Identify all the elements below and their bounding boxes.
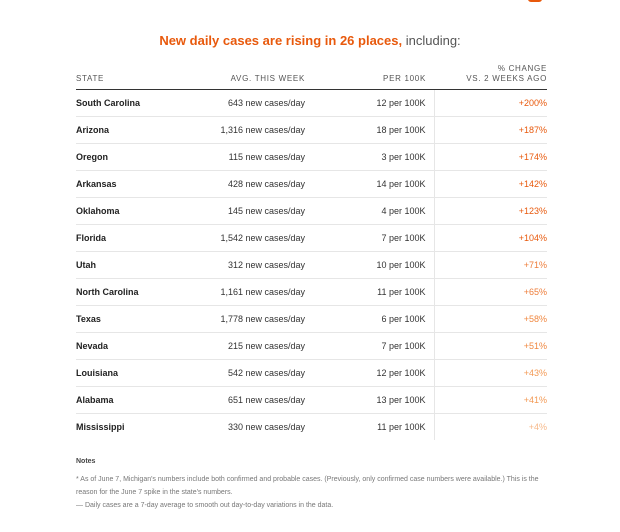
state-cell: Oregon bbox=[76, 143, 198, 171]
per-100k-cell: 18 per 100K bbox=[305, 116, 434, 144]
change-cell: +51% bbox=[433, 332, 547, 360]
change-cell: +200% bbox=[433, 89, 547, 117]
table-row: Arizona 1,316 new cases/day 18 per 100K +18… bbox=[76, 116, 547, 144]
state-cell: Alabama bbox=[76, 386, 198, 414]
header-change-line2: VS. 2 WEEKS AGO bbox=[466, 74, 547, 83]
table-row: Nevada 215 new cases/day 7 per 100K +51% bbox=[76, 332, 547, 360]
table-row: Oregon 115 new cases/day 3 per 100K +174% bbox=[76, 143, 547, 171]
note-michigan: * As of June 7, Michigan's numbers inclu… bbox=[76, 476, 539, 496]
state-cell: Mississippi bbox=[76, 422, 125, 432]
header-per-100k: PER 100K bbox=[305, 62, 434, 90]
table-row: Texas 1,778 new cases/day 6 per 100K +58% bbox=[76, 305, 547, 333]
per-100k-cell: 12 per 100K bbox=[305, 89, 434, 117]
per-100k-cell: 13 per 100K bbox=[305, 386, 434, 414]
avg-cell: 312 new cases/day bbox=[198, 251, 305, 279]
state-cell: Oklahoma bbox=[76, 197, 198, 225]
table-row: North Carolina 1,161 new cases/day 11 per … bbox=[76, 278, 547, 306]
per-100k-cell: 6 per 100K bbox=[305, 305, 434, 333]
per-100k-cell: 7 per 100K bbox=[305, 224, 434, 252]
change-cell: +41% bbox=[433, 386, 547, 414]
top-accent-mark bbox=[528, 0, 542, 2]
table-headline: New daily cases are rising in 26 places,… bbox=[0, 33, 620, 49]
per-100k-cell: 11 per 100K bbox=[305, 278, 434, 306]
change-cell: +71% bbox=[433, 251, 547, 279]
per-100k-cell: 4 per 100K bbox=[305, 197, 434, 225]
avg-cell: 643 new cases/day bbox=[198, 89, 305, 117]
avg-cell: 145 new cases/day bbox=[198, 197, 305, 225]
avg-cell: 1,778 new cases/day bbox=[198, 305, 305, 333]
table-row: Utah 312 new cases/day 10 per 100K +71% bbox=[76, 251, 547, 279]
state-cell: Arkansas bbox=[76, 170, 198, 198]
change-cell: +58% bbox=[433, 305, 547, 333]
table-row: Oklahoma 145 new cases/day 4 per 100K +123% bbox=[76, 197, 547, 225]
header-change: % CHANGE VS. 2 WEEKS AGO bbox=[434, 62, 547, 90]
per-100k-cell: 10 per 100K bbox=[305, 251, 434, 279]
header-change-line1: % CHANGE bbox=[497, 64, 547, 73]
rising-cases-table: STATE AVG. THIS WEEK PER 100K % CHANGE V… bbox=[76, 62, 547, 440]
table-row: South Carolina 643 new cases/day 12 per 10… bbox=[76, 89, 547, 117]
state-cell: Louisiana bbox=[76, 359, 198, 387]
note-daily-average: — Daily cases are a 7-day average to smo… bbox=[76, 502, 334, 509]
per-100k-cell: 11 per 100K bbox=[377, 422, 426, 432]
table-row: Mississippi 330 new cases/day 11 per 100K +… bbox=[76, 413, 547, 440]
state-cell: North Carolina bbox=[76, 278, 198, 306]
state-cell: Florida bbox=[76, 224, 198, 252]
notes-section: Notes * As of June 7, Michigan's numbers… bbox=[76, 455, 556, 512]
avg-cell: 1,542 new cases/day bbox=[198, 224, 305, 252]
state-cell: Nevada bbox=[76, 332, 198, 360]
avg-cell: 542 new cases/day bbox=[198, 359, 305, 387]
header-avg-this-week: AVG. THIS WEEK bbox=[198, 62, 305, 90]
per-100k-cell: 12 per 100K bbox=[305, 359, 434, 387]
headline-highlight: New daily cases are rising in 26 places, bbox=[159, 33, 403, 48]
table-row: Arkansas 428 new cases/day 14 per 100K +142… bbox=[76, 170, 547, 198]
avg-cell: 1,316 new cases/day bbox=[198, 116, 305, 144]
header-state: STATE bbox=[76, 62, 198, 90]
notes-title: Notes bbox=[76, 458, 96, 465]
change-cell: +65% bbox=[433, 278, 547, 306]
avg-cell: 115 new cases/day bbox=[198, 143, 305, 171]
change-cell: +4% bbox=[433, 413, 547, 440]
change-cell: +174% bbox=[433, 143, 547, 171]
avg-cell: 428 new cases/day bbox=[198, 170, 305, 198]
per-100k-cell: 14 per 100K bbox=[305, 170, 434, 198]
state-cell: Arizona bbox=[76, 116, 198, 144]
avg-cell: 651 new cases/day bbox=[198, 386, 305, 414]
state-cell: Utah bbox=[76, 251, 198, 279]
change-cell: +123% bbox=[433, 197, 547, 225]
table-row: Florida 1,542 new cases/day 7 per 100K +104… bbox=[76, 224, 547, 252]
avg-cell: 1,161 new cases/day bbox=[198, 278, 305, 306]
headline-rest: including: bbox=[402, 33, 461, 48]
change-cell: +142% bbox=[433, 170, 547, 198]
change-cell: +104% bbox=[433, 224, 547, 252]
state-cell: Texas bbox=[76, 305, 198, 333]
table-row: Louisiana 542 new cases/day 12 per 100K +43… bbox=[76, 359, 547, 387]
change-cell: +43% bbox=[433, 359, 547, 387]
per-100k-cell: 3 per 100K bbox=[305, 143, 434, 171]
table-header-row: STATE AVG. THIS WEEK PER 100K % CHANGE V… bbox=[76, 62, 547, 90]
avg-cell: 330 new cases/day bbox=[227, 422, 305, 432]
avg-cell: 215 new cases/day bbox=[198, 332, 305, 360]
change-cell: +187% bbox=[433, 116, 547, 144]
table-row: Alabama 651 new cases/day 13 per 100K +41% bbox=[76, 386, 547, 414]
state-cell: South Carolina bbox=[76, 89, 198, 117]
per-100k-cell: 7 per 100K bbox=[305, 332, 434, 360]
